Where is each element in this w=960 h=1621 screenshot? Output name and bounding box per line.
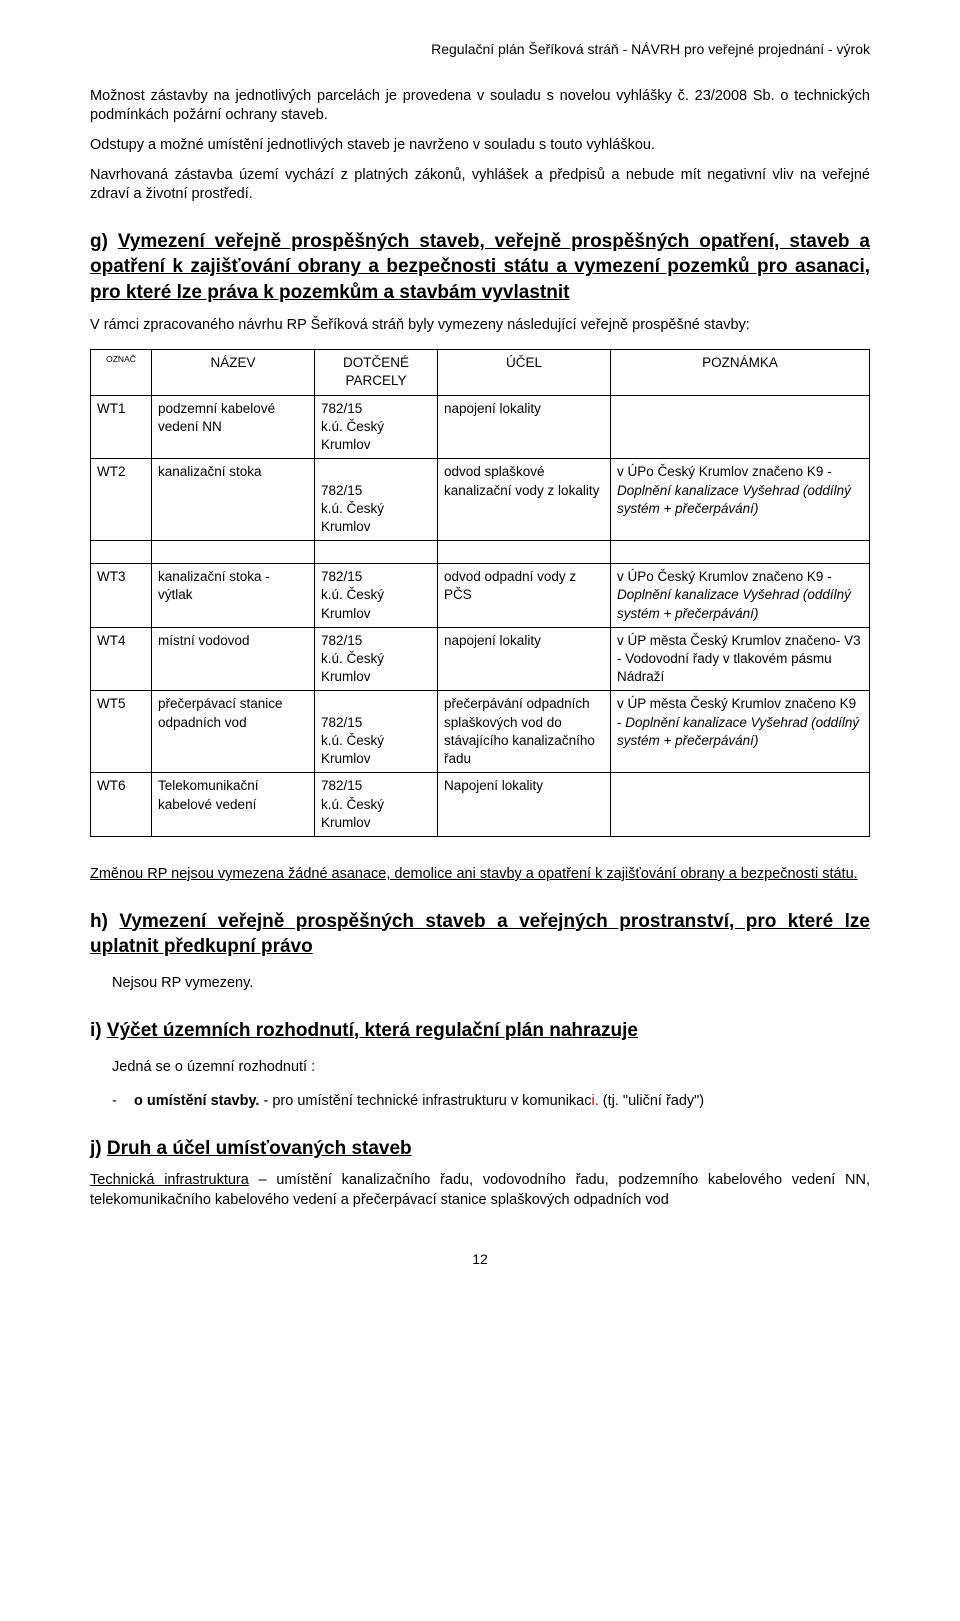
paragraph-3: Navrhovaná zástavba území vychází z plat… (90, 166, 870, 205)
section-j-title: Druh a účel umísťovaných staveb (107, 1138, 412, 1159)
doc-header: Regulační plán Šeříková stráň - NÁVRH pr… (90, 40, 870, 59)
page-number: 12 (90, 1250, 870, 1269)
section-h-title: Vymezení veřejně prospěšných staveb a ve… (90, 911, 870, 958)
cell-parcel: 782/15 k.ú. Český Krumlov (315, 564, 438, 628)
cell-ucel: napojení lokality (438, 627, 611, 691)
table-row: WT4 místní vodovod 782/15 k.ú. Český Kru… (91, 627, 870, 691)
section-j-body: Technická infrastruktura – umístění kana… (90, 1171, 870, 1210)
cell-oz: WT1 (91, 395, 152, 459)
cell-oz: WT6 (91, 773, 152, 837)
cell-ucel: odvod splaškové kanalizační vody z lokal… (438, 459, 611, 541)
cell-ucel: Napojení lokality (438, 773, 611, 837)
cell-oz: WT5 (91, 691, 152, 773)
cell-poz (611, 773, 870, 837)
section-i-title: Výčet územních rozhodnutí, která regulač… (107, 1020, 638, 1041)
section-i-heading: i) Výčet územních rozhodnutí, která regu… (90, 1018, 870, 1044)
cell-parcel: 782/15 k.ú. Český Krumlov (315, 773, 438, 837)
vps-table: OZNAČ NÁZEV DOTČENÉ PARCELY ÚČEL POZNÁMK… (90, 349, 870, 837)
cell-name: podzemní kabelové vedení NN (152, 395, 315, 459)
section-j-heading: j) Druh a účel umísťovaných staveb (90, 1136, 870, 1162)
cell-ucel: napojení lokality (438, 395, 611, 459)
section-g-prefix: g) (90, 231, 118, 252)
th-poznamka: POZNÁMKA (611, 350, 870, 395)
th-ucel: ÚČEL (438, 350, 611, 395)
section-j-prefix: j) (90, 1138, 107, 1159)
section-g-after: Změnou RP nejsou vymezena žádné asanace,… (90, 865, 870, 885)
cell-poz: v ÚP města Český Krumlov značeno- V3 - V… (611, 627, 870, 691)
table-row: WT2 kanalizační stoka 782/15 k.ú. Český … (91, 459, 870, 541)
table-row: WT6 Telekomunikační kabelové vedení 782/… (91, 773, 870, 837)
section-g-heading: g) Vymezení veřejně prospěšných staveb, … (90, 229, 870, 306)
section-i-item: - o umístění stavby. - pro umístění tech… (112, 1092, 870, 1112)
cell-poz: v ÚP města Český Krumlov značeno K9 - Do… (611, 691, 870, 773)
cell-name: Telekomunikační kabelové vedení (152, 773, 315, 837)
cell-name: kanalizační stoka - výtlak (152, 564, 315, 628)
table-row: WT3 kanalizační stoka - výtlak 782/15 k.… (91, 564, 870, 628)
paragraph-1: Možnost zástavby na jednotlivých parcelá… (90, 87, 870, 126)
section-i-body1: Jedná se o územní rozhodnutí : (112, 1058, 870, 1078)
table-row: WT1 podzemní kabelové vedení NN 782/15 k… (91, 395, 870, 459)
cell-ucel: přečerpávání odpadních splaškových vod d… (438, 691, 611, 773)
cell-ucel: odvod odpadní vody z PČS (438, 564, 611, 628)
document-page: Regulační plán Šeříková stráň - NÁVRH pr… (0, 0, 960, 1319)
paragraph-2: Odstupy a možné umístění jednotlivých st… (90, 136, 870, 156)
cell-oz: WT4 (91, 627, 152, 691)
th-nazev: NÁZEV (152, 350, 315, 395)
table-gap-row (91, 541, 870, 564)
th-parcely: DOTČENÉ PARCELY (315, 350, 438, 395)
cell-poz: v ÚPo Český Krumlov značeno K9 - Doplněn… (611, 459, 870, 541)
cell-parcel: 782/15 k.ú. Český Krumlov (315, 395, 438, 459)
cell-poz: v ÚPo Český Krumlov značeno K9 - Doplněn… (611, 564, 870, 628)
section-h-heading: h) Vymezení veřejně prospěšných staveb a… (90, 909, 870, 960)
table-header-row: OZNAČ NÁZEV DOTČENÉ PARCELY ÚČEL POZNÁMK… (91, 350, 870, 395)
cell-parcel: 782/15 k.ú. Český Krumlov (315, 627, 438, 691)
cell-name: místní vodovod (152, 627, 315, 691)
section-h-body: Nejsou RP vymezeny. (112, 974, 870, 994)
table-row: WT5 přečerpávací stanice odpadních vod 7… (91, 691, 870, 773)
section-h-prefix: h) (90, 911, 119, 932)
cell-oz: WT3 (91, 564, 152, 628)
cell-name: kanalizační stoka (152, 459, 315, 541)
cell-oz: WT2 (91, 459, 152, 541)
section-g-intro: V rámci zpracovaného návrhu RP Šeříková … (90, 316, 870, 336)
cell-poz (611, 395, 870, 459)
cell-name: přečerpávací stanice odpadních vod (152, 691, 315, 773)
section-g-title: Vymezení veřejně prospěšných staveb, veř… (90, 231, 870, 303)
section-i-prefix: i) (90, 1020, 107, 1041)
th-oznac: OZNAČ (91, 350, 152, 395)
cell-parcel: 782/15 k.ú. Český Krumlov (315, 691, 438, 773)
cell-parcel: 782/15 k.ú. Český Krumlov (315, 459, 438, 541)
